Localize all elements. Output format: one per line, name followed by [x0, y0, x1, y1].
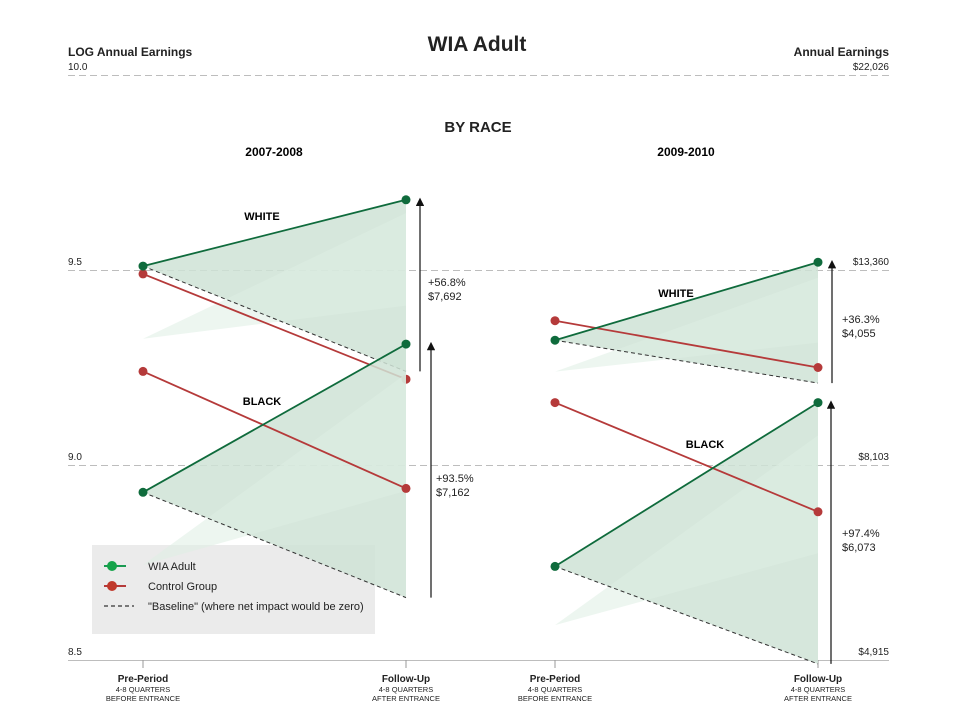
y-tick-right: $22,026 [853, 62, 890, 73]
impact-percent: +93.5% [436, 473, 474, 485]
y-tick-left: 10.0 [68, 62, 88, 73]
baseline-line [142, 491, 407, 599]
y-tick-right: $13,360 [853, 257, 890, 268]
group-label: WHITE [658, 288, 693, 300]
wia-point [401, 339, 411, 349]
x-label-post-2: Follow-Up [794, 674, 842, 685]
impact-percent: +36.3% [842, 314, 880, 326]
control-point [401, 483, 411, 493]
x-label-post-2-sub1: 4-8 QUARTERS [791, 685, 845, 694]
chart-subtitle: BY RACE [444, 119, 511, 136]
chart-title: WIA Adult [428, 33, 527, 56]
wia-point [550, 335, 560, 345]
x-label-post-1: Follow-Up [382, 674, 430, 685]
plot-area: 10.0 $22,026 9.5 $13,360 9.0 $8,103 8.5 $4,915 2… [68, 62, 889, 668]
baseline-line [142, 265, 407, 372]
group-label: BLACK [686, 439, 725, 451]
legend-wia-label: WIA Adult [148, 561, 196, 573]
impact-dollars: $7,162 [436, 487, 470, 499]
wia-point [138, 261, 148, 271]
x-label-pre-2: Pre-Period [530, 674, 581, 685]
control-line [142, 370, 407, 490]
control-point [550, 316, 560, 326]
y-tick-right: $4,915 [858, 647, 889, 658]
legend-control-label: Control Group [148, 581, 217, 593]
baseline-line [554, 565, 819, 665]
group-label: WHITE [244, 211, 279, 223]
wia-point [813, 398, 823, 408]
control-line [554, 319, 819, 369]
control-point [813, 363, 823, 372]
wia-line [142, 198, 407, 267]
wia-point [138, 487, 148, 497]
control-point [550, 398, 560, 408]
x-label-pre-1: Pre-Period [118, 674, 169, 685]
control-point [138, 269, 148, 279]
impact-dollars: $7,692 [428, 291, 462, 303]
control-point [138, 366, 148, 376]
baseline-line [554, 339, 819, 384]
left-axis-title: LOG Annual Earnings [68, 45, 193, 59]
x-label-pre-1-sub2: BEFORE ENTRANCE [106, 694, 180, 703]
legend-control-marker [107, 581, 117, 591]
wia-line [142, 343, 407, 494]
x-label-pre-2-sub1: 4-8 QUARTERS [528, 685, 582, 694]
y-tick-left: 9.5 [68, 257, 82, 268]
wia-line [554, 401, 819, 568]
impact-shadow [143, 213, 406, 339]
impact-shadow [555, 277, 818, 372]
y-tick-left: 8.5 [68, 647, 82, 658]
x-label-post-1-sub1: 4-8 QUARTERS [379, 685, 433, 694]
impact-area [555, 262, 818, 384]
wia-point [550, 561, 560, 571]
panel-title: 2009-2010 [657, 145, 715, 159]
wia-line [554, 261, 819, 342]
y-tick-left: 9.0 [68, 452, 82, 463]
legend-baseline-label: "Baseline" (where net impact would be ze… [148, 601, 364, 613]
impact-shadow [555, 435, 818, 626]
impact-dollars: $4,055 [842, 328, 876, 340]
panel-title: 2007-2008 [245, 145, 303, 159]
x-label-post-1-sub2: AFTER ENTRANCE [372, 694, 440, 703]
x-label-post-2-sub2: AFTER ENTRANCE [784, 694, 852, 703]
wia-point [401, 195, 411, 205]
control-line [142, 273, 407, 381]
impact-percent: +97.4% [842, 528, 880, 540]
group-label: BLACK [243, 396, 282, 408]
x-label-pre-1-sub1: 4-8 QUARTERS [116, 685, 170, 694]
impact-percent: +56.8% [428, 277, 466, 289]
wia-point [813, 257, 823, 267]
x-label-pre-2-sub2: BEFORE ENTRANCE [518, 694, 592, 703]
right-axis-title: Annual Earnings [794, 45, 890, 59]
legend-wia-marker [107, 561, 117, 571]
impact-shadow [143, 373, 406, 565]
impact-dollars: $6,073 [842, 542, 876, 554]
control-point [813, 507, 823, 517]
y-tick-right: $8,103 [858, 452, 889, 463]
control-line [554, 401, 819, 513]
